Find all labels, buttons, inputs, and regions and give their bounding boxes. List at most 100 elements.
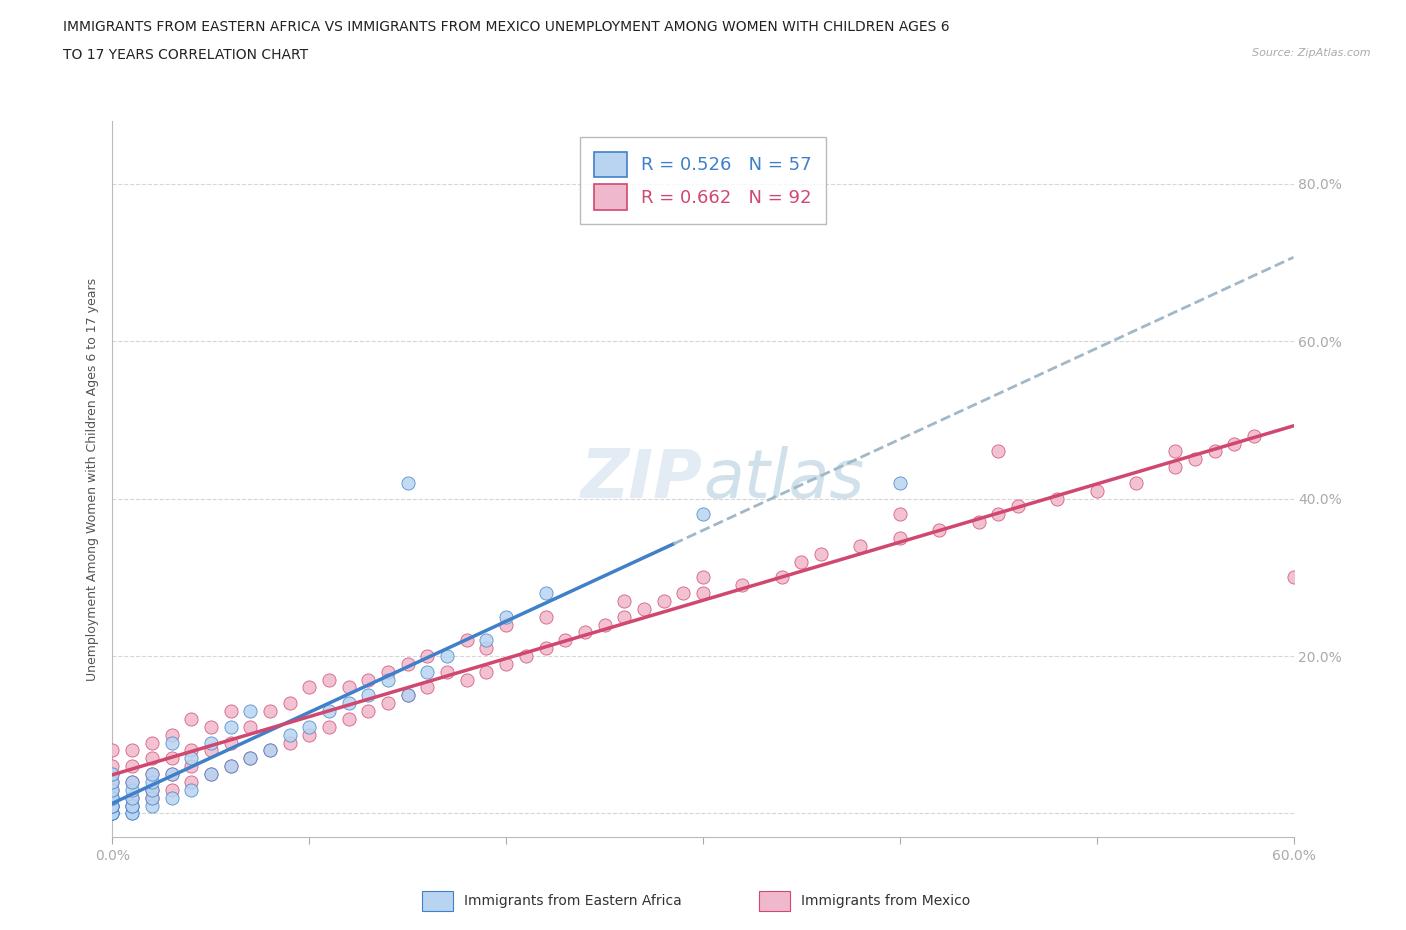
Point <box>357 704 380 719</box>
Point <box>121 743 143 758</box>
Point <box>160 727 183 742</box>
Point <box>239 720 262 735</box>
Point <box>239 751 262 765</box>
Point <box>1204 444 1226 458</box>
Point <box>121 798 143 813</box>
Point <box>101 782 124 797</box>
Point <box>101 806 124 821</box>
Point <box>239 751 262 765</box>
Point <box>160 790 183 805</box>
Point <box>298 727 321 742</box>
Point <box>101 775 124 790</box>
Point <box>121 782 143 797</box>
Point <box>101 798 124 813</box>
Point <box>160 735 183 750</box>
Point <box>456 672 478 687</box>
Point <box>889 530 911 545</box>
Point <box>1184 452 1206 467</box>
Point <box>101 743 124 758</box>
Point <box>141 751 163 765</box>
Point <box>101 798 124 813</box>
Point <box>141 782 163 797</box>
Point <box>987 444 1010 458</box>
Point <box>692 507 714 522</box>
Point <box>731 578 754 592</box>
Point <box>141 735 163 750</box>
Point <box>475 664 498 679</box>
Point <box>318 704 340 719</box>
Point <box>889 507 911 522</box>
Point <box>574 625 596 640</box>
Point <box>1282 570 1305 585</box>
Point <box>534 586 557 601</box>
Point <box>849 538 872 553</box>
Text: atlas: atlas <box>703 446 865 512</box>
Point <box>377 664 399 679</box>
Point <box>770 570 793 585</box>
Point <box>101 806 124 821</box>
Y-axis label: Unemployment Among Women with Children Ages 6 to 17 years: Unemployment Among Women with Children A… <box>86 277 98 681</box>
Point <box>967 515 990 530</box>
Point <box>672 586 695 601</box>
Point <box>987 507 1010 522</box>
Point <box>219 759 242 774</box>
Point <box>1046 491 1069 506</box>
Point <box>889 475 911 490</box>
Point <box>1085 484 1108 498</box>
Point <box>121 790 143 805</box>
Point <box>160 766 183 781</box>
Point <box>278 727 301 742</box>
Text: ZIP: ZIP <box>581 446 703 512</box>
Point <box>377 696 399 711</box>
Point <box>416 680 439 695</box>
Point <box>101 806 124 821</box>
Point <box>475 641 498 656</box>
Point <box>180 759 202 774</box>
Point <box>101 775 124 790</box>
Point <box>239 704 262 719</box>
Point <box>121 806 143 821</box>
Point <box>1007 499 1029 514</box>
Point <box>534 641 557 656</box>
Point <box>219 735 242 750</box>
Point <box>278 696 301 711</box>
Point <box>259 743 281 758</box>
Point <box>141 766 163 781</box>
Point <box>180 751 202 765</box>
Point <box>692 586 714 601</box>
Text: Immigrants from Mexico: Immigrants from Mexico <box>801 894 970 909</box>
Point <box>357 672 380 687</box>
Point <box>396 657 419 671</box>
Point <box>377 672 399 687</box>
Point <box>396 688 419 703</box>
Point <box>121 790 143 805</box>
Point <box>495 609 517 624</box>
Point <box>318 720 340 735</box>
Point <box>101 790 124 805</box>
Point <box>200 766 222 781</box>
Text: TO 17 YEARS CORRELATION CHART: TO 17 YEARS CORRELATION CHART <box>63 48 308 62</box>
Point <box>790 554 813 569</box>
Point <box>495 657 517 671</box>
Point <box>495 618 517 632</box>
Point <box>928 523 950 538</box>
Point <box>475 632 498 647</box>
Point <box>692 570 714 585</box>
Point <box>337 696 360 711</box>
Point <box>141 782 163 797</box>
Point <box>219 759 242 774</box>
Point <box>456 632 478 647</box>
Point <box>259 743 281 758</box>
Point <box>1243 428 1265 443</box>
Point <box>1164 459 1187 474</box>
Text: Immigrants from Eastern Africa: Immigrants from Eastern Africa <box>464 894 682 909</box>
Point <box>357 688 380 703</box>
Point <box>515 648 537 663</box>
Point <box>180 782 202 797</box>
Legend: R = 0.526   N = 57, R = 0.662   N = 92: R = 0.526 N = 57, R = 0.662 N = 92 <box>579 137 827 224</box>
Point <box>200 766 222 781</box>
Point <box>416 664 439 679</box>
Point <box>593 618 616 632</box>
Point <box>160 782 183 797</box>
Point <box>121 798 143 813</box>
